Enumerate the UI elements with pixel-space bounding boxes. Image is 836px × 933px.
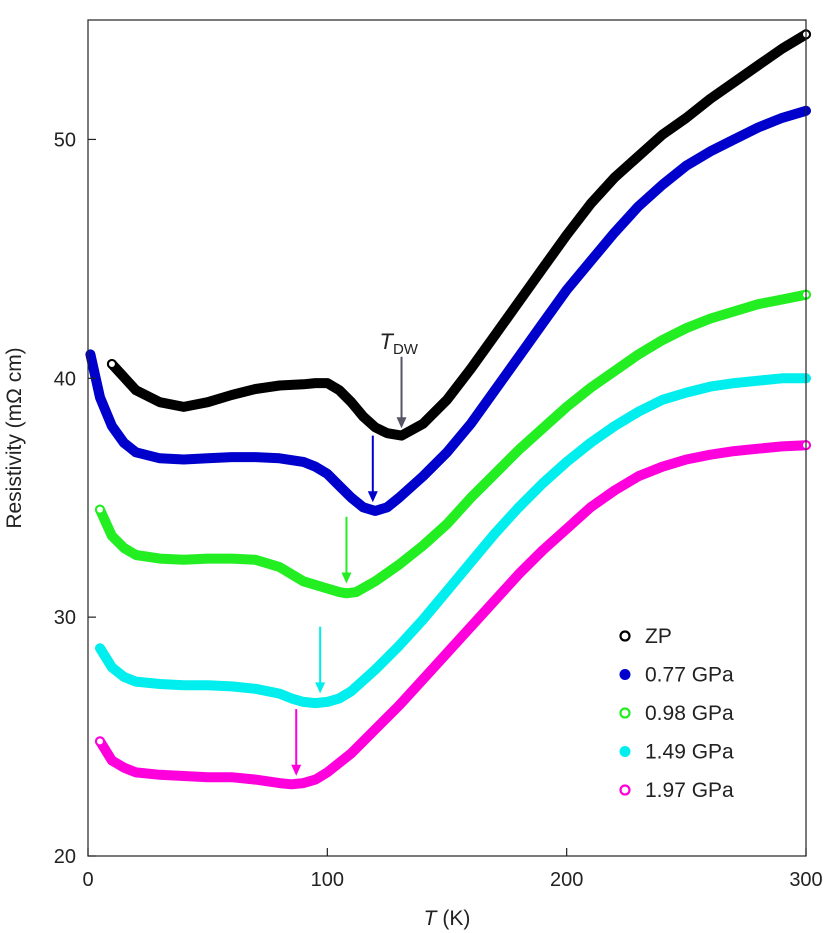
y-tick-label: 30 [54, 607, 76, 629]
legend-label: 1.97 GPa [645, 779, 734, 802]
x-axis-label-var: T [424, 907, 439, 930]
tdw-arrow-head [315, 682, 326, 694]
legend-item: 1.49 GPa [619, 741, 734, 764]
legend-marker [619, 784, 631, 796]
tdw-arrow [367, 435, 378, 503]
series-end-marker [106, 358, 117, 369]
tdw-arrow-head [291, 764, 302, 776]
legend-label: 0.98 GPa [645, 702, 734, 725]
legend-label: 1.49 GPa [645, 741, 734, 764]
tdw-arrow-head [367, 491, 378, 503]
tdw-annotation-main: T [380, 329, 395, 354]
y-tick-label: 20 [54, 846, 76, 868]
x-tick-label: 300 [789, 869, 822, 891]
series-0-77-gpa [85, 105, 811, 516]
plot-frame [87, 19, 807, 857]
series-line [95, 289, 811, 599]
legend-label: 0.77 GPa [645, 664, 734, 687]
tdw-arrow [396, 356, 407, 429]
tdw-arrow-head [341, 572, 352, 584]
legend-marker [619, 746, 631, 757]
legend-marker [619, 630, 631, 642]
legend-item: ZP [619, 625, 672, 648]
tdw-annotation-sub: DW [393, 341, 419, 358]
x-tick-label: 0 [82, 869, 93, 891]
x-axis-label: T (K) [424, 907, 471, 930]
series-1-97-gpa [94, 440, 811, 790]
tdw-arrow [341, 516, 352, 584]
series-end-marker [94, 504, 105, 515]
x-tick-label: 200 [550, 869, 583, 891]
arrow-layer [291, 356, 407, 776]
tdw-arrow [315, 626, 326, 694]
series-line [95, 373, 811, 709]
series-line [95, 440, 811, 790]
y-tick-label: 40 [54, 368, 76, 390]
legend-label: ZP [645, 625, 672, 648]
x-axis-label-unit: (K) [437, 907, 471, 930]
legend-marker [619, 707, 631, 719]
legend-marker [619, 669, 631, 680]
plot-area: 0 100 200 300 20 30 40 50 [54, 19, 823, 891]
series-1-49-gpa [95, 373, 811, 709]
legend-item: 0.98 GPa [619, 702, 734, 725]
tdw-arrow [291, 709, 302, 776]
tdw-annotation: TDW [380, 329, 419, 358]
series-end-marker [94, 736, 105, 747]
series-line [85, 105, 811, 516]
series-0-98-gpa [94, 289, 811, 599]
tick-layer: 0 100 200 300 20 30 40 50 [54, 129, 823, 891]
series-zp [106, 29, 811, 441]
legend: ZP 0.77 GPa 0.98 GPa 1.49 GPa 1.97 GPa [619, 625, 734, 802]
y-axis-label: Resistivity (mΩ cm) [3, 347, 26, 528]
y-tick-label: 50 [54, 129, 76, 151]
tdw-arrow-head [396, 417, 407, 429]
legend-item: 0.77 GPa [619, 664, 734, 687]
series-line [106, 29, 811, 441]
x-tick-label: 100 [311, 869, 344, 891]
legend-item: 1.97 GPa [619, 779, 734, 802]
